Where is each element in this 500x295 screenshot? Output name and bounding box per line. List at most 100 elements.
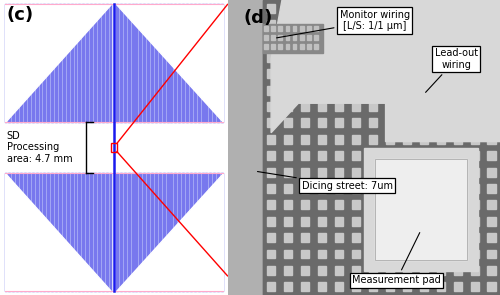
- Bar: [386, 135, 394, 144]
- Bar: [470, 250, 478, 258]
- Bar: [335, 168, 343, 176]
- Bar: [94, 4, 96, 122]
- Bar: [335, 20, 343, 29]
- Bar: [32, 173, 34, 291]
- Bar: [162, 173, 164, 291]
- Text: (d): (d): [244, 9, 273, 27]
- Bar: [136, 173, 138, 291]
- Bar: [403, 86, 411, 95]
- Bar: [202, 173, 203, 291]
- Bar: [454, 233, 462, 242]
- Bar: [318, 217, 326, 226]
- Bar: [166, 173, 168, 291]
- Bar: [124, 4, 126, 122]
- Bar: [318, 184, 326, 193]
- Bar: [272, 35, 275, 40]
- Bar: [186, 4, 188, 122]
- Bar: [301, 37, 310, 45]
- Bar: [352, 233, 360, 242]
- Bar: [314, 35, 318, 40]
- Bar: [403, 119, 411, 127]
- Bar: [268, 53, 276, 62]
- Bar: [454, 4, 462, 13]
- Bar: [369, 119, 377, 127]
- Bar: [386, 20, 394, 29]
- Bar: [470, 266, 478, 275]
- Bar: [300, 26, 304, 31]
- Bar: [90, 173, 92, 291]
- Bar: [78, 173, 80, 291]
- Bar: [352, 20, 360, 29]
- Bar: [278, 26, 282, 31]
- Bar: [48, 173, 50, 291]
- Bar: [420, 69, 428, 78]
- Bar: [55, 4, 57, 122]
- Bar: [420, 53, 428, 62]
- Bar: [470, 217, 478, 226]
- Bar: [369, 20, 377, 29]
- Bar: [420, 200, 428, 209]
- Bar: [51, 4, 53, 122]
- Bar: [454, 119, 462, 127]
- Bar: [301, 69, 310, 78]
- Bar: [403, 233, 411, 242]
- Bar: [318, 4, 326, 13]
- Bar: [210, 173, 212, 291]
- Bar: [284, 102, 292, 111]
- Bar: [102, 173, 104, 291]
- Bar: [436, 168, 445, 176]
- Bar: [369, 151, 377, 160]
- Bar: [488, 135, 496, 144]
- Bar: [352, 184, 360, 193]
- Bar: [301, 168, 310, 176]
- Bar: [386, 119, 394, 127]
- Bar: [166, 4, 168, 122]
- Bar: [386, 37, 394, 45]
- Polygon shape: [116, 173, 223, 291]
- Bar: [488, 217, 496, 226]
- Bar: [284, 135, 292, 144]
- Bar: [335, 200, 343, 209]
- Bar: [186, 173, 188, 291]
- Bar: [55, 173, 57, 291]
- Bar: [20, 173, 22, 291]
- Bar: [32, 4, 34, 122]
- Bar: [110, 4, 112, 122]
- Bar: [470, 37, 478, 45]
- Bar: [155, 4, 157, 122]
- Bar: [403, 69, 411, 78]
- Bar: [386, 200, 394, 209]
- Bar: [70, 173, 72, 291]
- Bar: [420, 4, 428, 13]
- Bar: [116, 4, 118, 122]
- Bar: [403, 37, 411, 45]
- Bar: [488, 266, 496, 275]
- Bar: [403, 282, 411, 291]
- Bar: [386, 69, 394, 78]
- Bar: [352, 200, 360, 209]
- Bar: [24, 173, 26, 291]
- Bar: [335, 53, 343, 62]
- Bar: [174, 173, 176, 291]
- Bar: [194, 173, 196, 291]
- Bar: [286, 35, 290, 40]
- Bar: [386, 233, 394, 242]
- Bar: [488, 53, 496, 62]
- Bar: [4, 4, 112, 122]
- Bar: [106, 173, 108, 291]
- Bar: [420, 217, 428, 226]
- Bar: [300, 35, 304, 40]
- Bar: [335, 217, 343, 226]
- Bar: [143, 4, 145, 122]
- Bar: [436, 135, 445, 144]
- Bar: [28, 4, 30, 122]
- Bar: [284, 20, 292, 29]
- Bar: [369, 69, 377, 78]
- Bar: [63, 173, 65, 291]
- Bar: [436, 184, 445, 193]
- Bar: [488, 184, 496, 193]
- Bar: [454, 184, 462, 193]
- Bar: [178, 173, 180, 291]
- Bar: [403, 4, 411, 13]
- Bar: [307, 44, 310, 49]
